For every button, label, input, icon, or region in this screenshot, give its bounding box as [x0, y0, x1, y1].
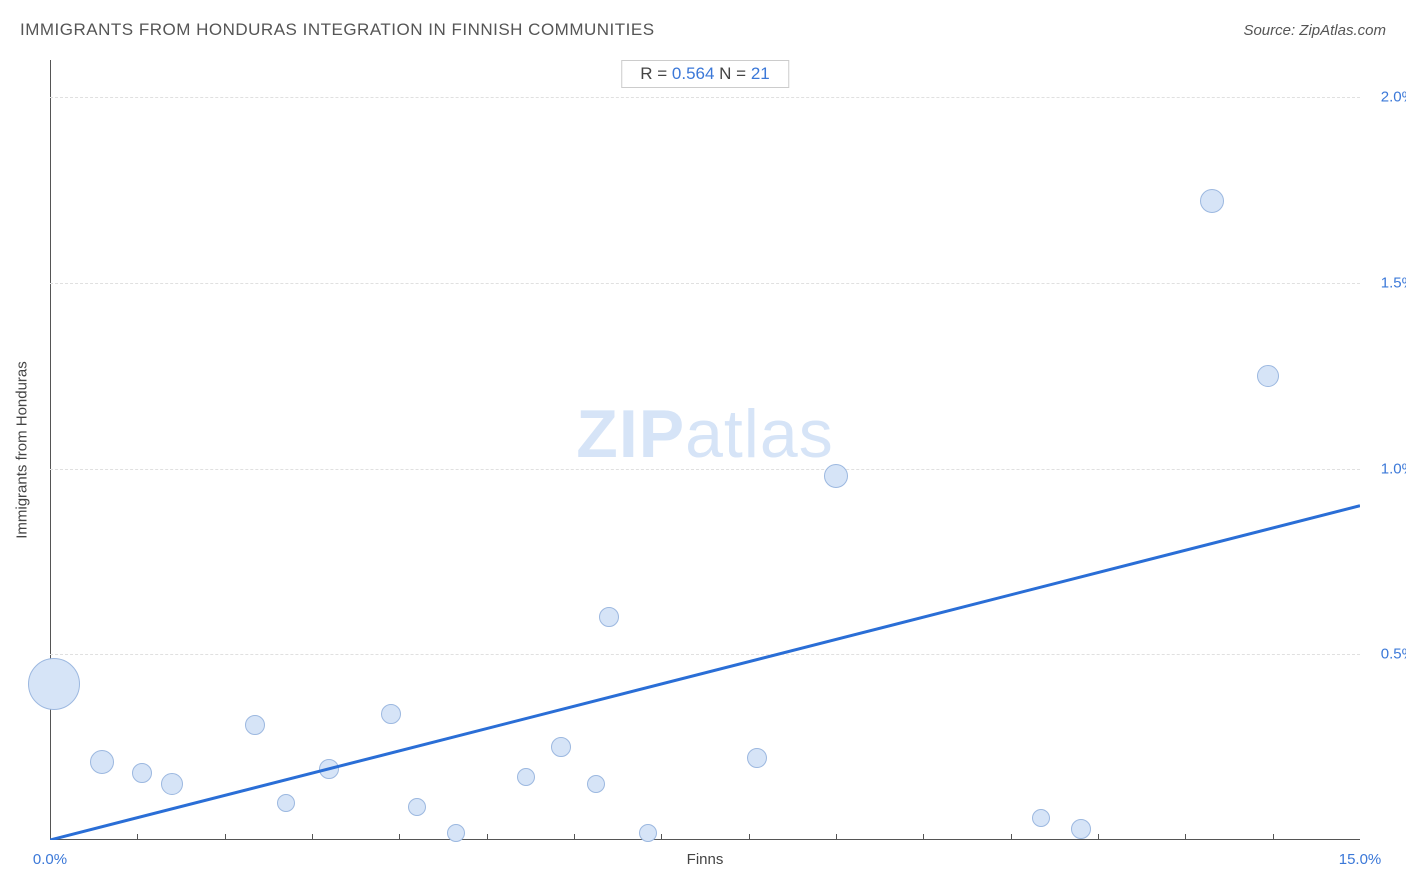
y-tick-label: 1.5%	[1381, 274, 1406, 291]
n-label: N =	[714, 64, 750, 83]
r-label: R =	[640, 64, 672, 83]
data-point	[599, 607, 619, 627]
chart-area: ZIPatlas 0.5%1.0%1.5%2.0%0.0%15.0% R = 0…	[50, 60, 1360, 840]
x-tick	[1098, 834, 1099, 840]
gridline	[50, 469, 1360, 470]
y-axis-line	[50, 60, 51, 840]
x-tick	[1273, 834, 1274, 840]
source-text: Source: ZipAtlas.com	[1243, 22, 1386, 39]
data-point	[277, 794, 295, 812]
data-point	[587, 775, 605, 793]
x-tick	[923, 834, 924, 840]
stat-box: R = 0.564 N = 21	[621, 60, 789, 88]
chart-title: IMMIGRANTS FROM HONDURAS INTEGRATION IN …	[20, 20, 655, 40]
data-point	[381, 704, 401, 724]
data-point	[161, 773, 183, 795]
data-point	[408, 798, 426, 816]
data-point	[28, 658, 80, 710]
data-point	[747, 748, 767, 768]
data-point	[1032, 809, 1050, 827]
data-point	[639, 824, 657, 842]
x-tick	[225, 834, 226, 840]
x-tick	[137, 834, 138, 840]
data-point	[90, 750, 114, 774]
data-point	[551, 737, 571, 757]
y-tick-label: 1.0%	[1381, 460, 1406, 477]
x-tick	[574, 834, 575, 840]
data-point	[1257, 365, 1279, 387]
x-tick	[836, 834, 837, 840]
x-axis-line	[50, 839, 1360, 840]
x-tick-label-min: 0.0%	[33, 851, 67, 868]
data-point	[245, 715, 265, 735]
x-tick	[312, 834, 313, 840]
y-tick-label: 0.5%	[1381, 646, 1406, 663]
y-tick-label: 2.0%	[1381, 89, 1406, 106]
x-axis-title: Finns	[687, 851, 724, 868]
x-tick	[487, 834, 488, 840]
x-tick	[749, 834, 750, 840]
x-tick	[1011, 834, 1012, 840]
data-point	[517, 768, 535, 786]
data-point	[1200, 189, 1224, 213]
y-axis-title: Immigrants from Honduras	[14, 361, 31, 539]
data-point	[1071, 819, 1091, 839]
n-value: 21	[751, 64, 770, 83]
r-value: 0.564	[672, 64, 715, 83]
gridline	[50, 97, 1360, 98]
x-tick	[399, 834, 400, 840]
data-point	[319, 759, 339, 779]
data-point	[132, 763, 152, 783]
data-point	[824, 464, 848, 488]
x-tick	[1185, 834, 1186, 840]
data-point	[447, 824, 465, 842]
plot-region: 0.5%1.0%1.5%2.0%0.0%15.0%	[50, 60, 1360, 840]
x-tick-label-max: 15.0%	[1339, 851, 1382, 868]
gridline	[50, 283, 1360, 284]
x-tick	[661, 834, 662, 840]
gridline	[50, 654, 1360, 655]
